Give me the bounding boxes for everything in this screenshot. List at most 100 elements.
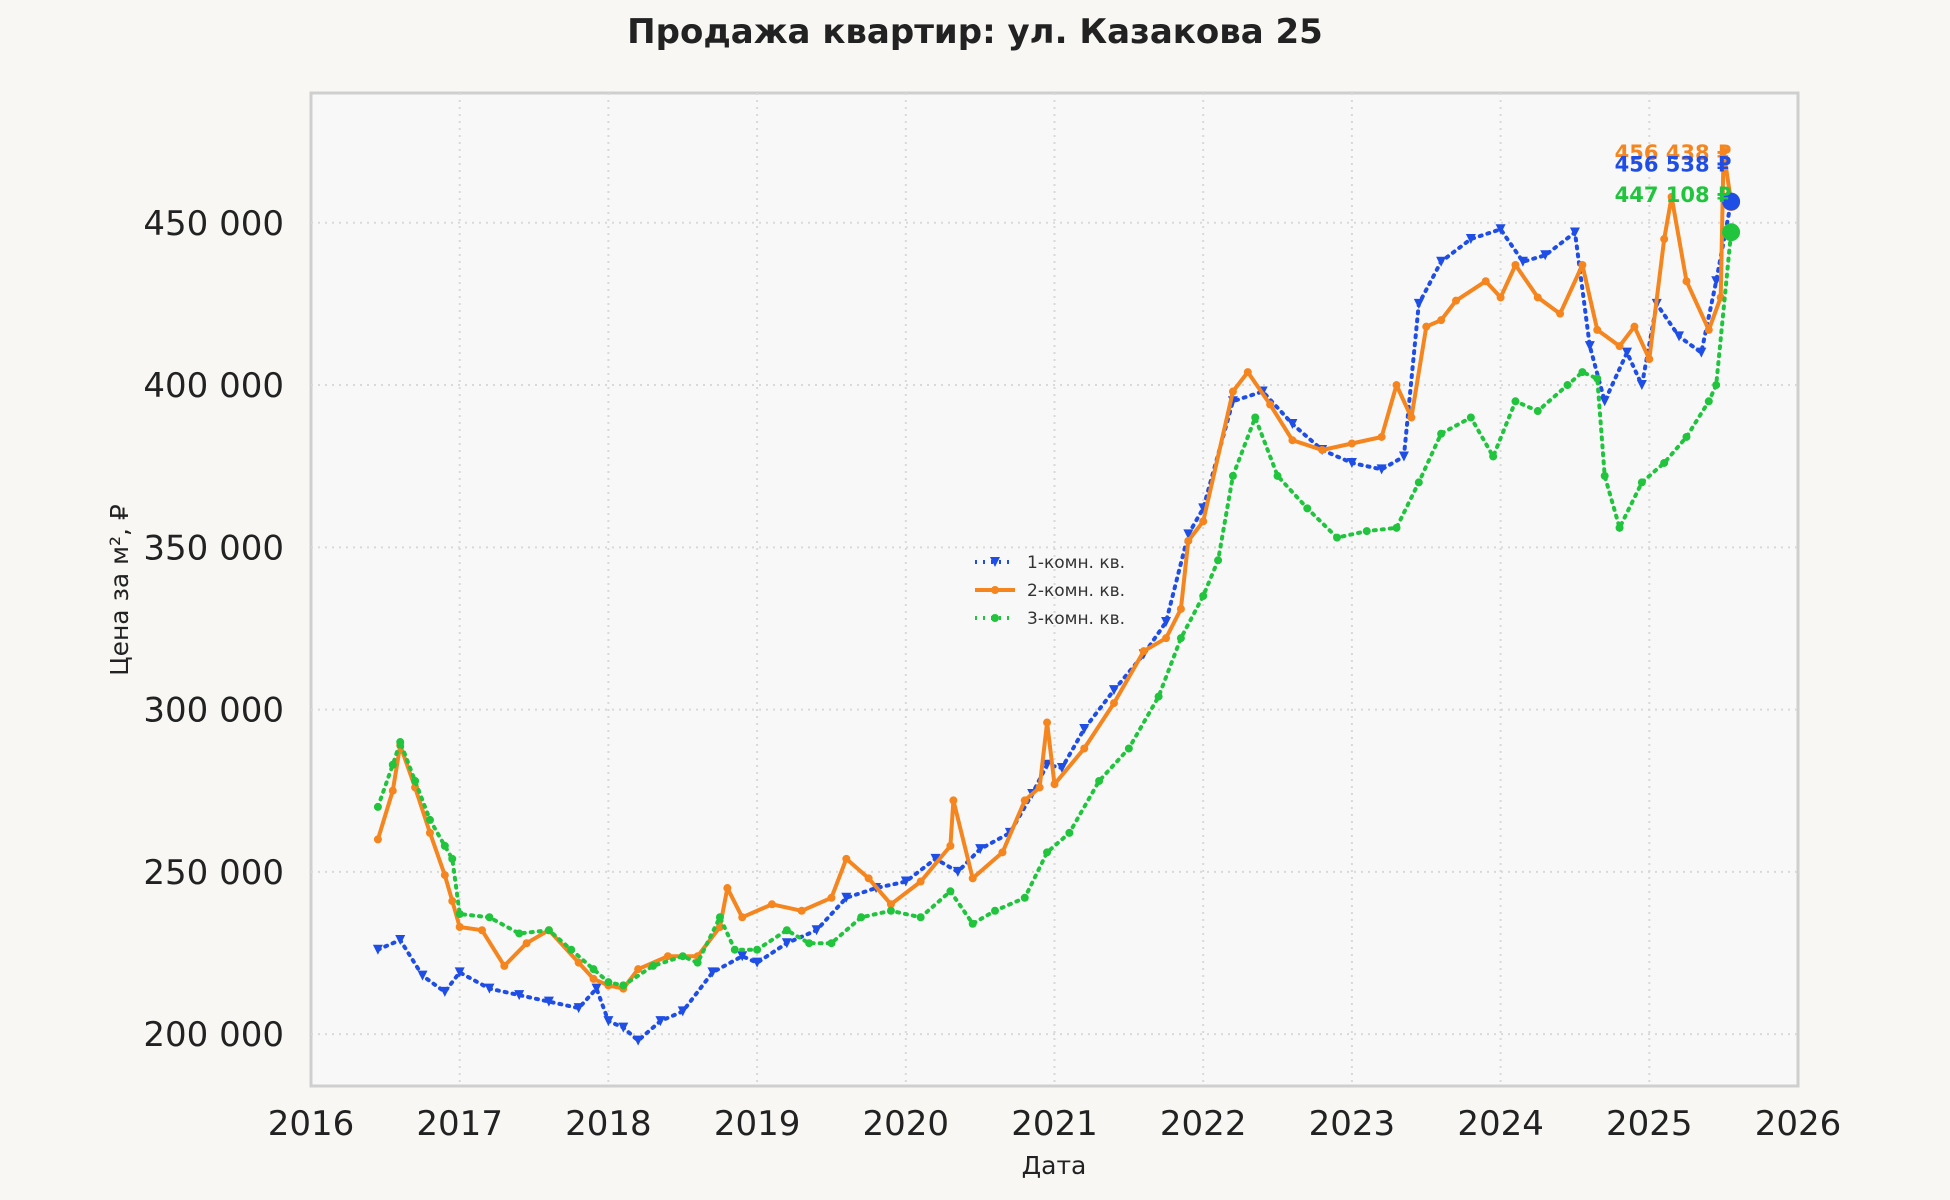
data-point [448, 897, 457, 906]
data-point [1303, 504, 1312, 513]
data-point [634, 965, 643, 974]
data-point [1333, 533, 1342, 542]
data-point [1377, 432, 1386, 441]
legend-item-label: 1-комн. кв. [1027, 553, 1125, 573]
data-point [1042, 759, 1053, 770]
data-point [1095, 776, 1104, 785]
data-point [543, 996, 554, 1007]
data-point [589, 965, 598, 974]
data-point [485, 913, 494, 922]
data-point [425, 828, 434, 837]
data-point [1199, 591, 1208, 600]
data-point [1392, 523, 1401, 532]
end-point-label: 456 538 ₽ [1615, 153, 1732, 177]
data-point [417, 970, 428, 981]
data-point [604, 978, 613, 987]
data-point [1176, 604, 1185, 613]
data-point [1674, 331, 1685, 342]
series-layer [372, 147, 1737, 1046]
data-point [619, 981, 628, 990]
x-tick-label: 2025 [1606, 1104, 1693, 1144]
data-point [730, 945, 739, 954]
data-point [842, 854, 851, 863]
y-tick-label: 400 000 [143, 366, 284, 406]
data-point [1184, 536, 1193, 545]
data-point [1466, 413, 1475, 422]
data-point [1124, 744, 1133, 753]
data-point [715, 913, 724, 922]
data-point [1495, 224, 1506, 235]
data-point [454, 967, 465, 978]
data-point [1578, 260, 1587, 269]
data-point [975, 844, 986, 855]
series-3 [373, 228, 1736, 990]
x-tick-label: 2020 [863, 1104, 950, 1144]
data-point [781, 938, 792, 949]
data-point [1660, 235, 1669, 244]
data-point [916, 913, 925, 922]
data-point [946, 887, 955, 896]
series-2 [373, 147, 1736, 993]
data-point [1711, 276, 1722, 287]
data-point [1533, 407, 1542, 416]
data-point [1414, 478, 1423, 487]
data-point [811, 925, 822, 936]
data-point [1287, 419, 1298, 429]
data-point [455, 910, 464, 919]
data-point [1489, 452, 1498, 461]
data-point [1660, 458, 1669, 467]
data-point [1109, 699, 1118, 708]
y-tick-label: 450 000 [143, 204, 284, 244]
data-point [440, 841, 449, 850]
data-point [797, 906, 806, 915]
data-point [484, 983, 495, 994]
data-point [1517, 256, 1528, 267]
data-point [738, 913, 747, 922]
data-point [916, 877, 925, 886]
data-point [1682, 432, 1691, 441]
data-point [1511, 260, 1520, 269]
data-point [388, 786, 397, 795]
data-point [991, 614, 999, 622]
data-point [373, 802, 382, 811]
data-point [1183, 529, 1194, 540]
data-point [1704, 325, 1713, 334]
data-point [500, 961, 509, 970]
data-point [1712, 381, 1721, 390]
x-tick-label: 2019 [714, 1104, 801, 1144]
data-point [1556, 309, 1565, 318]
data-point [655, 1016, 666, 1027]
data-point [1376, 464, 1387, 475]
data-point [567, 945, 576, 954]
data-point [1593, 325, 1602, 334]
data-point [373, 835, 382, 844]
data-point [1079, 724, 1090, 735]
data-point [1540, 250, 1551, 261]
data-point [1636, 380, 1647, 391]
data-point [1593, 374, 1602, 383]
data-point [737, 951, 748, 962]
y-tick-label: 250 000 [143, 853, 284, 893]
data-point [930, 853, 941, 864]
data-point [782, 926, 791, 935]
x-tick-label: 2016 [268, 1104, 355, 1144]
data-point [1162, 634, 1171, 643]
data-point [388, 760, 397, 769]
data-point [1161, 616, 1172, 627]
data-point [663, 952, 672, 961]
chart-title: Продажа квартир: ул. Казакова 25 [627, 12, 1323, 52]
data-point [991, 906, 1000, 915]
data-point [1422, 322, 1431, 331]
data-point [1621, 347, 1632, 358]
end-point-label: 447 108 ₽ [1615, 183, 1732, 207]
data-point [1318, 445, 1327, 454]
data-point [618, 1022, 629, 1033]
data-point [1465, 234, 1476, 245]
data-point [991, 586, 999, 594]
data-point [1050, 780, 1059, 789]
data-point [1266, 400, 1275, 409]
data-point [1645, 355, 1654, 364]
data-point [1108, 685, 1119, 696]
data-point [1704, 397, 1713, 406]
data-point [1347, 439, 1356, 448]
